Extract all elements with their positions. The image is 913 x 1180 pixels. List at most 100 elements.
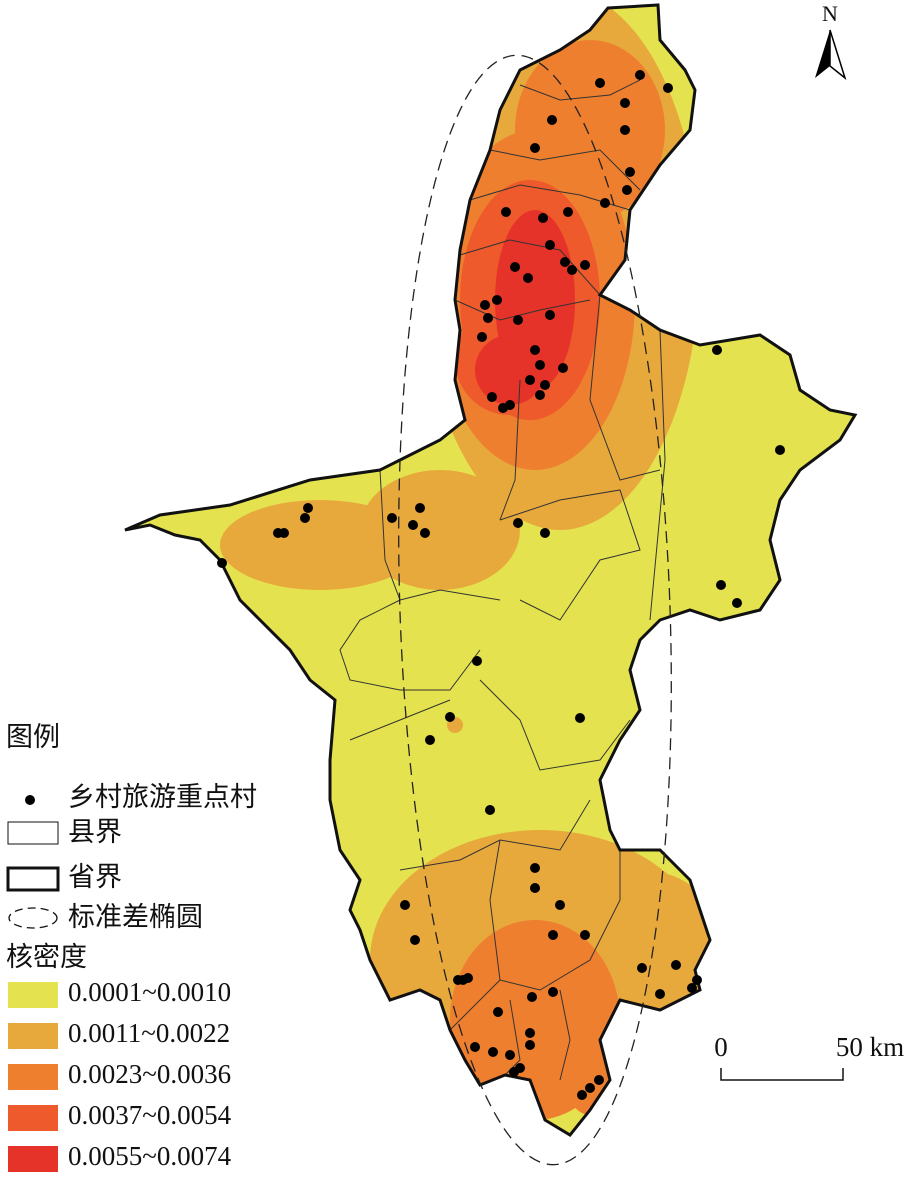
village <box>567 265 577 275</box>
village <box>501 207 511 217</box>
density-label: 0.0023~0.0036 <box>68 1059 231 1089</box>
scale-bar: 0 50 km <box>714 1032 904 1081</box>
village <box>415 503 425 513</box>
village <box>530 883 540 893</box>
legend-province <box>6 866 60 892</box>
std-ellipse <box>398 54 672 1166</box>
village <box>513 315 523 325</box>
village <box>548 930 558 940</box>
village <box>463 973 473 983</box>
density-swatch <box>8 1105 58 1131</box>
village <box>600 198 610 208</box>
villages <box>217 70 785 1100</box>
village <box>732 598 742 608</box>
village <box>217 558 227 568</box>
village <box>410 935 420 945</box>
village <box>620 98 630 108</box>
legend-item: 省界 <box>68 862 122 892</box>
village <box>483 313 493 323</box>
village <box>595 78 605 88</box>
village <box>555 900 565 910</box>
density-label: 0.0011~0.0022 <box>68 1018 230 1048</box>
village <box>472 656 482 666</box>
village <box>509 1067 519 1077</box>
village <box>505 1050 515 1060</box>
legend-dot <box>25 795 35 805</box>
legend-title: 图例 <box>6 722 60 752</box>
village <box>387 513 397 523</box>
village <box>545 310 555 320</box>
legend: 图例 乡村旅游重点村 县界 省界 标准差椭圆 核密度 0.0001~0.0010… <box>6 722 257 1172</box>
density-label: 0.0037~0.0054 <box>68 1100 232 1130</box>
village <box>525 1028 535 1038</box>
village <box>712 345 722 355</box>
scale-start: 0 <box>714 1032 728 1062</box>
legend-item: 乡村旅游重点村 <box>68 782 257 812</box>
density-zone <box>570 870 710 970</box>
village <box>692 975 702 985</box>
village <box>622 185 632 195</box>
village <box>655 989 665 999</box>
village <box>635 70 645 80</box>
village <box>487 392 497 402</box>
village <box>538 213 548 223</box>
village <box>594 1075 604 1085</box>
village <box>540 528 550 538</box>
village <box>545 240 555 250</box>
village <box>558 363 568 373</box>
village <box>663 83 673 93</box>
legend-county <box>7 821 59 845</box>
village <box>620 125 630 135</box>
legend-item: 标准差椭圆 <box>68 902 203 932</box>
village <box>480 300 490 310</box>
village <box>445 712 455 722</box>
province-border <box>124 3 858 1137</box>
village <box>560 257 570 267</box>
village <box>637 963 647 973</box>
village <box>420 528 430 538</box>
village <box>535 360 545 370</box>
village <box>625 167 635 177</box>
village <box>535 390 545 400</box>
village <box>523 273 533 283</box>
north-arrow: N <box>815 1 847 81</box>
village <box>775 445 785 455</box>
village <box>575 713 585 723</box>
village <box>687 983 697 993</box>
village <box>530 345 540 355</box>
village <box>425 735 435 745</box>
village <box>300 513 310 523</box>
village <box>530 143 540 153</box>
village <box>547 115 557 125</box>
scale-end: 50 km <box>836 1032 904 1062</box>
county-borders <box>339 79 666 1081</box>
density-zone <box>560 1005 620 1115</box>
village <box>505 400 515 410</box>
village <box>563 207 573 217</box>
legend-item: 县界 <box>68 817 122 847</box>
legend-ellipse <box>8 907 58 929</box>
village <box>303 503 313 513</box>
density-label: 0.0001~0.0010 <box>68 977 231 1007</box>
village <box>408 520 418 530</box>
village <box>525 375 535 385</box>
density-swatch <box>8 982 58 1008</box>
village <box>548 987 558 997</box>
density-zone <box>360 470 520 590</box>
village <box>485 805 495 815</box>
village <box>716 580 726 590</box>
village <box>488 1047 498 1057</box>
village <box>530 863 540 873</box>
village <box>492 295 502 305</box>
village <box>671 960 681 970</box>
density-swatch <box>8 1064 58 1090</box>
village <box>525 1040 535 1050</box>
density-swatch <box>8 1023 58 1049</box>
village <box>580 930 590 940</box>
density-zone <box>475 335 545 405</box>
village <box>493 1007 503 1017</box>
village <box>400 900 410 910</box>
density-title: 核密度 <box>6 942 87 972</box>
village <box>273 528 283 538</box>
